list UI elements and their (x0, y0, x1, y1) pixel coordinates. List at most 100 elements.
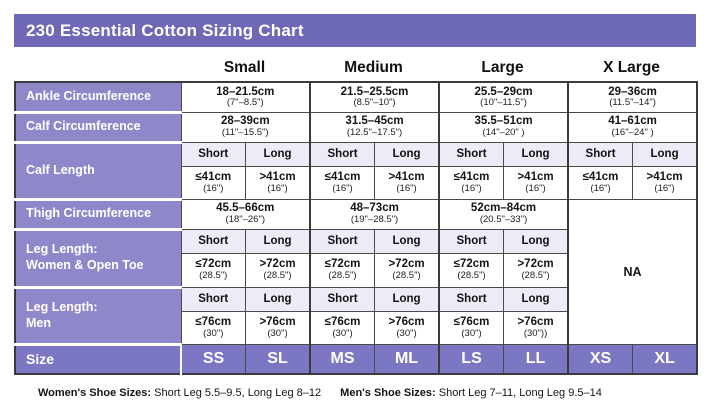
cell-legwomen-small-long: >72cm (28.5") (245, 252, 311, 288)
men-shoe-sizes: Men's Shoe Sizes: Short Leg 7–11, Long L… (340, 387, 602, 399)
subheader-long: Long (374, 286, 440, 312)
subheader-long: Long (503, 228, 569, 254)
value-inches: (8.5"–10") (353, 97, 396, 109)
women-shoe-sizes: Women's Shoe Sizes: Short Leg 5.5–9.5, L… (38, 387, 321, 399)
cell-legmen-small-long: >76cm (30") (245, 310, 311, 345)
cell-calflength-large-long: >41cm (16") (503, 165, 569, 200)
value-cm: ≤72cm (453, 258, 490, 271)
value-cm: >41cm (259, 170, 296, 183)
cell-legwomen-large-short: ≤72cm (28.5") (438, 252, 505, 288)
value-inches: (11"–15.5") (221, 127, 269, 139)
value-inches: (30") (461, 327, 482, 339)
subheader-short: Short (438, 141, 505, 167)
value-inches: (16") (396, 182, 417, 194)
cell-thigh-small: 45.5–66cm (18"–26") (180, 198, 311, 230)
subheader-long: Long (503, 286, 569, 312)
value-cm: >41cm (388, 170, 425, 183)
row-label-ankle: Ankle Circumference (15, 82, 182, 112)
chart-title-bar: 230 Essential Cotton Sizing Chart (14, 14, 696, 47)
cell-thigh-medium: 48–73cm (19"–28.5") (309, 198, 440, 230)
sizing-table: Ankle Circumference 18–21.5cm (7"–8.5") … (14, 81, 699, 375)
value-cm: >41cm (646, 170, 683, 183)
cell-calflength-medium-short: ≤41cm (16") (309, 165, 376, 200)
value-cm: ≤41cm (582, 170, 619, 183)
row-size: Size SS SL MS ML LS LL XS XL (15, 342, 698, 375)
row-label-leg-men: Leg Length: Men (15, 285, 182, 344)
value-inches: (16") (203, 182, 224, 194)
size-code-ml: ML (374, 343, 440, 375)
value-cm: ≤76cm (195, 315, 232, 328)
cell-calflength-medium-long: >41cm (16") (374, 165, 440, 200)
subheader-short: Short (438, 228, 505, 254)
row-label-thigh: Thigh Circumference (15, 197, 182, 229)
value-inches: (28.5") (199, 270, 228, 282)
subheader-short: Short (180, 286, 246, 312)
cell-legwomen-medium-long: >72cm (28.5") (374, 252, 440, 288)
value-cm: ≤41cm (453, 170, 490, 183)
value-cm: >76cm (388, 315, 425, 328)
value-cm: >41cm (517, 170, 554, 183)
value-inches: (16") (590, 182, 611, 194)
cell-legmen-medium-long: >76cm (30") (374, 310, 440, 345)
cell-calflength-xlarge-long: >41cm (16") (632, 165, 698, 200)
cell-calflength-xlarge-short: ≤41cm (16") (567, 165, 634, 200)
column-header-medium: Medium (344, 58, 403, 76)
value-cm: 35.5–51cm (474, 115, 533, 128)
subheader-short: Short (180, 141, 246, 167)
value-cm: >76cm (517, 315, 554, 328)
value-cm: 18–21.5cm (216, 85, 275, 98)
size-code-xl: XL (632, 343, 698, 375)
size-code-ls: LS (438, 343, 505, 375)
value-inches: (28.5") (521, 270, 550, 282)
value-inches: (20.5"–33") (479, 214, 528, 226)
value-inches: (7"–8.5") (226, 97, 264, 109)
value-cm: >76cm (259, 315, 296, 328)
cell-calfcirc-medium: 31.5–45cm (12.5"–17.5") (309, 111, 440, 143)
header-spacer (14, 54, 180, 81)
cell-ankle-medium: 21.5–25.5cm (8.5"–10") (309, 81, 440, 113)
subheader-long: Long (503, 141, 569, 167)
cell-legmen-large-short: ≤76cm (30") (438, 310, 505, 345)
size-code-ll: LL (503, 343, 569, 375)
cell-calfcirc-xlarge: 41–61cm (16"–24" ) (567, 111, 698, 143)
value-inches: (16"–24" ) (611, 127, 654, 139)
cell-legmen-medium-short: ≤76cm (30") (309, 310, 376, 345)
subheader-long: Long (245, 286, 311, 312)
subheader-short: Short (180, 228, 246, 254)
value-inches: (10"–11.5") (480, 97, 527, 109)
subheader-long: Long (374, 228, 440, 254)
cell-calflength-small-short: ≤41cm (16") (180, 165, 246, 200)
value-cm: >72cm (388, 258, 425, 271)
value-cm: 48–73cm (350, 202, 399, 215)
row-leg-women-subheader: Leg Length: Women & Open Toe Short Long … (15, 227, 697, 287)
size-header-row: Small Medium Large X Large (14, 54, 696, 81)
size-code-sl: SL (245, 343, 311, 375)
column-header-small: Small (223, 58, 266, 76)
cell-legwomen-medium-short: ≤72cm (28.5") (309, 252, 376, 288)
column-header-large: Large (481, 58, 524, 76)
value-cm: >72cm (259, 258, 296, 271)
cell-ankle-xlarge: 29–36cm (11.5"–14") (567, 81, 698, 113)
value-inches: (18"–26") (225, 214, 266, 226)
value-inches: (16") (461, 182, 482, 194)
value-inches: (16") (332, 182, 353, 194)
cell-ankle-small: 18–21.5cm (7"–8.5") (180, 81, 311, 113)
value-cm: 28–39cm (220, 115, 270, 128)
cell-xlarge-na: NA (567, 198, 698, 345)
row-calf-length-subheader: Calf Length Short Long Short Long Short … (15, 140, 698, 199)
cell-calflength-small-long: >41cm (16") (245, 165, 311, 200)
row-ankle: Ankle Circumference 18–21.5cm (7"–8.5") … (15, 81, 698, 113)
row-calf-circumference: Calf Circumference 28–39cm (11"–15.5") 3… (15, 110, 698, 143)
subheader-long: Long (245, 141, 311, 167)
row-label-leg-women: Leg Length: Women & Open Toe (15, 227, 182, 287)
subheader-long: Long (632, 141, 698, 167)
men-shoe-sizes-text: Short Leg 7–11, Long Leg 9.5–14 (435, 387, 602, 399)
value-cm: 31.5–45cm (345, 115, 404, 128)
value-inches: (11.5"–14") (609, 97, 656, 109)
cell-legwomen-small-short: ≤72cm (28.5") (180, 252, 246, 288)
subheader-short: Short (309, 286, 376, 312)
size-code-ss: SS (180, 343, 246, 375)
subheader-short: Short (438, 286, 505, 312)
men-shoe-sizes-label: Men's Shoe Sizes: (340, 387, 436, 399)
